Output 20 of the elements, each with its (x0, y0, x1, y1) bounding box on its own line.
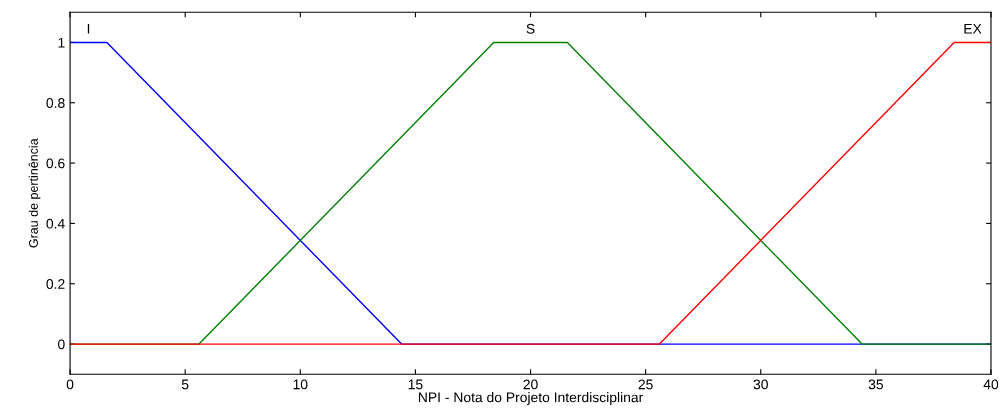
y-tick-label: 0.2 (46, 279, 65, 289)
x-tick-label: 40 (983, 379, 999, 390)
x-axis-title: NPI - Nota do Projeto Interdisciplinar (418, 392, 644, 405)
y-tick-label: 0.8 (46, 98, 65, 108)
series-label: EX (964, 23, 982, 34)
x-tick-label: 10 (293, 379, 308, 390)
x-tick-label: 25 (638, 379, 653, 390)
x-tick-label: 30 (753, 379, 768, 390)
series-label: I (87, 23, 90, 34)
y-tick-label: 0 (58, 339, 65, 350)
x-tick-label: 35 (868, 379, 884, 390)
y-tick-label: 0.4 (46, 218, 65, 229)
x-tick-label: 0 (66, 379, 74, 390)
x-tick-label: 5 (181, 379, 189, 390)
x-tick-label: 15 (408, 379, 423, 390)
x-tick-label: 20 (523, 379, 538, 390)
y-tick-label: 1 (58, 37, 65, 48)
y-tick-label: 0.6 (46, 158, 65, 169)
y-axis-title: Grau de pertinência (28, 138, 41, 248)
series-label: S (526, 23, 535, 34)
